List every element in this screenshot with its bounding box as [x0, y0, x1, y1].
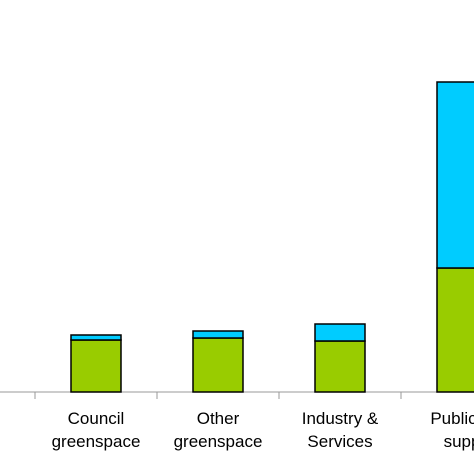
x-tick-label-line: Other	[197, 409, 240, 428]
x-tick-label-line: Council	[68, 409, 125, 428]
x-tick-label-line: greenspace	[52, 432, 141, 451]
bar-segment-1-1	[70, 334, 122, 341]
bar-segment-2-1	[192, 330, 244, 339]
bar-segment-2-0	[192, 337, 244, 393]
bar-segment-1-0	[70, 339, 122, 393]
bar-segment-4-0	[436, 267, 474, 393]
x-tick-label: Other greenspace	[174, 409, 263, 451]
bar-segment-3-1	[314, 323, 366, 342]
x-tick-label: Public w supp	[430, 409, 474, 451]
x-tick-label-line: Services	[307, 432, 372, 451]
axes	[0, 391, 474, 399]
x-tick-labels: reCouncilgreenspaceOthergreenspaceIndust…	[52, 409, 474, 451]
bars	[70, 81, 474, 393]
bar-segment-3-0	[314, 340, 366, 393]
x-tick-label-line: Industry &	[302, 409, 379, 428]
x-tick-label-line: supp	[444, 432, 474, 451]
x-tick-label: Council greenspace	[52, 409, 141, 451]
x-tick-label-line: Public w	[430, 409, 474, 428]
x-tick-label-line: greenspace	[174, 432, 263, 451]
bar-segment-4-1	[436, 81, 474, 269]
x-tick-label: Industry & Services	[302, 409, 379, 451]
